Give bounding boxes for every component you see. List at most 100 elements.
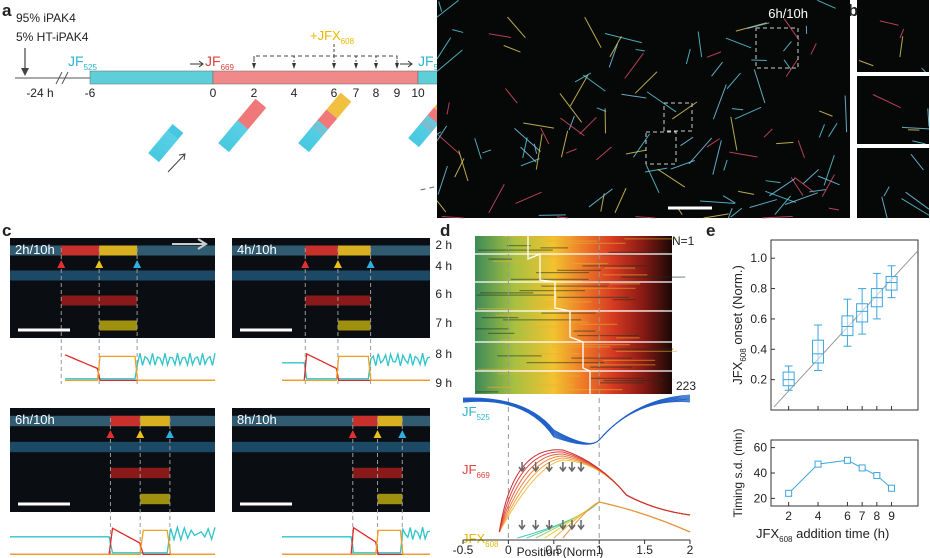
filament: [729, 151, 758, 158]
profile: [65, 355, 215, 382]
stripe: [10, 441, 215, 453]
heatmap-row: [571, 357, 633, 359]
onset-arrow: [559, 520, 567, 531]
label-sub: 669: [221, 63, 235, 72]
heatmap-row: [519, 290, 586, 292]
filament: [858, 60, 874, 67]
filament: [569, 74, 589, 107]
direction-arrow: [172, 238, 208, 250]
filament: [749, 199, 777, 208]
x-tick-label: 7: [859, 509, 866, 523]
filament: [910, 153, 924, 171]
filament: [828, 122, 838, 138]
heatmap-row: [499, 339, 542, 341]
timeline-tick: 8: [373, 86, 380, 100]
filament: [905, 191, 930, 210]
filament: [731, 108, 744, 111]
heatmap-row: [612, 299, 636, 301]
marker: [136, 430, 145, 438]
filament-cartoon: [298, 92, 352, 153]
plot-frame: [770, 439, 919, 507]
arrow-head: [374, 63, 378, 69]
label-sub: 608: [341, 37, 355, 46]
profile: [282, 355, 430, 382]
panel-label: e: [706, 221, 715, 240]
heatmap-row: [615, 350, 678, 352]
arrow: [190, 60, 204, 68]
heatmap-row: [481, 317, 519, 319]
filament: [488, 33, 511, 38]
heatmap-row: [536, 303, 562, 305]
marker: [398, 430, 407, 438]
filament: [680, 136, 694, 147]
filament: [685, 48, 691, 65]
onset-arrow: [532, 462, 540, 473]
profile: [65, 353, 216, 380]
stripe: [232, 270, 430, 281]
stripe: [61, 245, 100, 256]
heatmap-row: [557, 269, 602, 271]
filament: [454, 158, 465, 178]
onset-line: [527, 233, 591, 397]
marker: [333, 260, 342, 268]
filament: [482, 149, 492, 154]
heatmap-row: [492, 260, 527, 262]
filament: [730, 116, 738, 151]
onset-arrow: [545, 520, 553, 531]
heatmap-row: [544, 256, 565, 258]
stripe: [140, 493, 170, 505]
timeline-tick: 9: [394, 86, 401, 100]
filament-fade: [148, 130, 179, 163]
profile-trace: [498, 449, 691, 533]
heatmap-row: [612, 348, 674, 350]
filament: [670, 160, 695, 170]
heatmap-row: [573, 330, 596, 332]
filament: [819, 110, 833, 117]
filament: [560, 130, 569, 158]
heatmap-row: [616, 337, 640, 339]
filament: [746, 22, 770, 30]
filament-segment: [326, 92, 352, 119]
heatmap-row: [585, 364, 656, 366]
marker: [165, 430, 174, 438]
profile-trace: [544, 501, 691, 539]
filament: [697, 31, 703, 58]
axis-break: [55, 71, 63, 85]
filament: [901, 198, 930, 216]
filament: [614, 187, 627, 213]
filament: [556, 216, 569, 219]
y-tick-label: 0.2: [750, 373, 767, 387]
filament: [763, 128, 773, 138]
heatmap-row: [602, 274, 648, 276]
x-tick-label: 2: [785, 509, 792, 523]
heatmap-row: [600, 382, 644, 384]
profile-trace: [535, 501, 691, 539]
filament: [844, 95, 848, 133]
heatmap-row: [529, 301, 592, 303]
filament: [633, 133, 650, 158]
filament: [565, 148, 577, 154]
n-label: N=1: [672, 234, 695, 248]
x-tick-label: 2: [687, 543, 694, 557]
stripe: [110, 467, 170, 479]
filament: [584, 17, 602, 48]
x-tick-label: 1: [596, 543, 603, 557]
y-tick-label: 1.0: [750, 251, 767, 265]
panel-label: b: [848, 1, 858, 20]
filament: [712, 140, 722, 175]
heatmap-row: [561, 389, 623, 391]
onset-arrow: [568, 520, 576, 531]
heatmap-row: [476, 328, 510, 330]
profile: [282, 529, 430, 556]
filament: [436, 131, 442, 135]
filament: [765, 180, 781, 184]
heatmap-row: [497, 355, 542, 357]
y-axis-label: JFX608 onset (Norm.): [730, 265, 748, 385]
heatmap-row: [554, 375, 581, 377]
profile: [282, 526, 430, 556]
stripe: [377, 415, 403, 427]
marker: [106, 430, 115, 438]
stripe: [110, 415, 141, 427]
filament: [441, 216, 464, 219]
profile: [282, 527, 431, 554]
